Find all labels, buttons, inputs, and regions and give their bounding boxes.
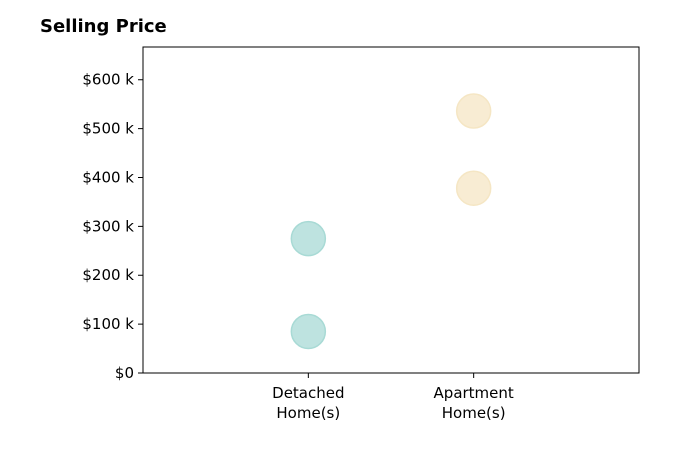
data-point: [290, 220, 327, 257]
y-tick-label: $100 k: [82, 315, 134, 333]
x-tick-label: Detached Home(s): [272, 384, 344, 422]
y-tick-label: $0: [115, 364, 134, 382]
plot-area-frame: [142, 46, 640, 374]
data-point: [455, 93, 492, 129]
y-tick-label: $400 k: [82, 168, 134, 186]
data-point: [290, 313, 327, 350]
data-points: [290, 93, 492, 350]
chart-title: Selling Price: [40, 16, 167, 37]
y-tick-label: $600 k: [82, 71, 134, 89]
y-axis: $0 $100 k $200 k $300 k $400 k $500 k $600 k: [82, 71, 143, 382]
y-tick-label: $300 k: [82, 217, 134, 235]
x-axis: Detached Home(s) Apartment Home(s): [272, 373, 514, 422]
x-tick-label: Apartment Home(s): [434, 384, 514, 422]
data-point: [455, 170, 492, 207]
y-tick-label: $500 k: [82, 120, 134, 138]
y-tick-label: $200 k: [82, 266, 134, 284]
